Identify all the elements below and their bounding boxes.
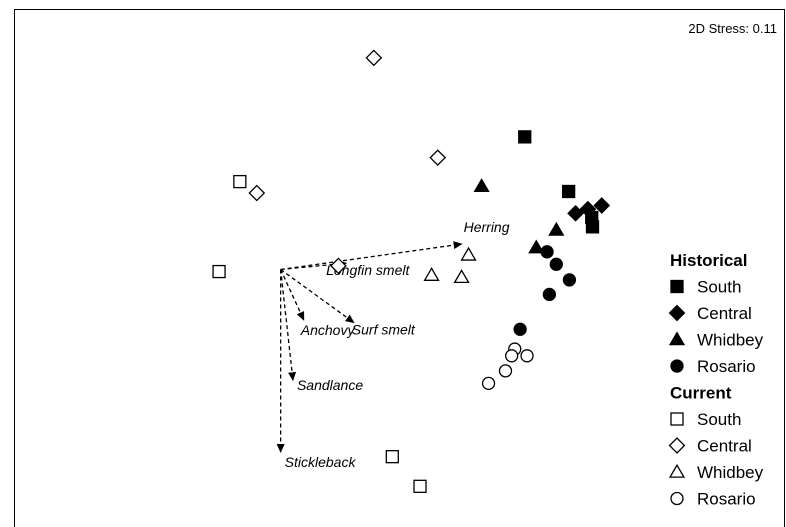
vector-label-surf-smelt: Surf smelt: [352, 322, 416, 338]
point-historical-south-3: [585, 220, 600, 234]
legend-label-historical-whidbey: Whidbey: [697, 331, 764, 350]
point-historical-south-0: [518, 130, 532, 144]
vector-arrow-anchovy: [280, 269, 305, 321]
point-historical-whidbey-1: [528, 239, 545, 254]
point-current-south-1: [212, 264, 226, 279]
legend-marker-historical-south: [670, 279, 684, 294]
point-current-central-1: [429, 149, 447, 167]
legend-label-current-south: South: [697, 410, 741, 429]
legend-label-current-rosario: Rosario: [697, 490, 756, 509]
legend-marker-current-whidbey: [668, 463, 686, 478]
vector-arrow-herring: [280, 241, 463, 271]
point-historical-rosario-2: [562, 273, 577, 287]
legend-label-historical-central: Central: [697, 304, 752, 323]
point-historical-whidbey-2: [548, 221, 565, 236]
point-historical-central-0: [567, 204, 584, 222]
vector-arrow-sandlance: [280, 269, 297, 382]
vector-label-sandlance: Sandlance: [297, 377, 363, 393]
point-historical-rosario-3: [542, 287, 557, 302]
legend-heading-historical: Historical: [670, 251, 747, 270]
point-current-central-2: [248, 184, 266, 202]
point-current-south-0: [233, 174, 247, 189]
legend-marker-historical-whidbey: [668, 331, 686, 346]
point-current-south-3: [413, 479, 427, 493]
point-historical-rosario-1: [549, 257, 563, 271]
point-current-whidbey-0: [460, 246, 477, 261]
point-historical-whidbey-0: [473, 178, 490, 193]
legend-label-current-whidbey: Whidbey: [697, 463, 764, 482]
legend-marker-historical-central: [668, 304, 686, 322]
point-historical-rosario-0: [540, 245, 554, 259]
stress-label: 2D Stress: 0.11: [688, 21, 777, 36]
legend-marker-current-central: [668, 437, 686, 454]
legend-heading-current: Current: [670, 384, 732, 403]
vector-arrow-surf-smelt: [280, 268, 355, 324]
point-current-south-2: [385, 450, 399, 464]
legend-label-historical-rosario: Rosario: [697, 357, 756, 376]
point-current-rosario-2: [504, 349, 519, 363]
legend-label-historical-south: South: [697, 278, 741, 297]
vector-label-stickleback: Stickleback: [285, 454, 357, 470]
point-historical-rosario-4: [513, 322, 527, 336]
legend-marker-current-south: [670, 412, 684, 426]
data-points: [212, 49, 611, 493]
point-current-rosario-4: [481, 376, 496, 391]
legend: Historical South Central Whidbey Rosario Curr…: [668, 251, 764, 509]
point-historical-central-2: [593, 197, 611, 214]
point-historical-central-1: [579, 200, 597, 218]
point-current-central-0: [365, 49, 383, 67]
vector-label-longfin-smelt: Longfin smelt: [326, 262, 410, 278]
legend-marker-current-rosario: [670, 491, 684, 506]
point-historical-south-1: [561, 184, 576, 199]
legend-marker-historical-rosario: [670, 359, 684, 373]
point-current-rosario-3: [498, 364, 513, 378]
vector-arrow-longfin-smelt: [280, 260, 348, 271]
point-current-whidbey-2: [453, 269, 470, 284]
point-current-rosario-1: [520, 349, 534, 363]
point-current-whidbey-1: [423, 267, 440, 281]
plot-frame: [14, 9, 785, 527]
legend-label-current-central: Central: [697, 437, 752, 456]
point-current-central-3: [330, 257, 347, 275]
vector-label-anchovy: Anchovy: [300, 322, 356, 338]
vector-label-herring: Herring: [464, 219, 510, 235]
